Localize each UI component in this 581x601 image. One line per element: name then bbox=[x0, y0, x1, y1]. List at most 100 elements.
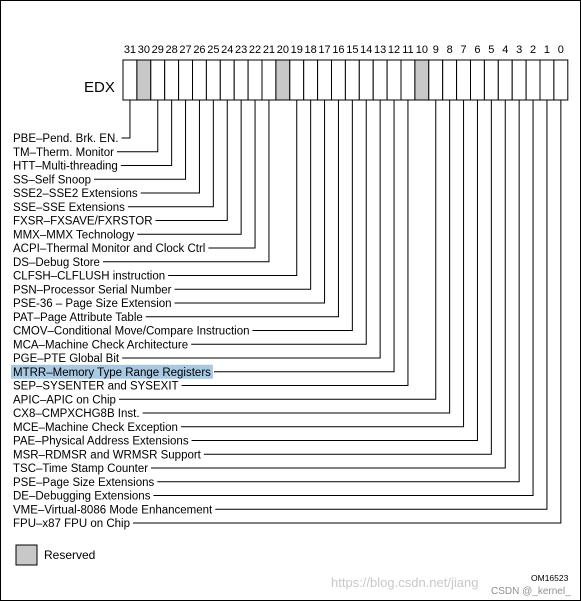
feature-label: DE–Debugging Extensions bbox=[13, 491, 151, 503]
bit-cell bbox=[358, 59, 374, 101]
feature-row: VME–Virtual-8086 Mode Enhancement bbox=[13, 100, 548, 516]
feature-row: SS–Self Snoop bbox=[13, 100, 187, 186]
bit-cell bbox=[511, 59, 527, 101]
feature-row: MCE–Machine Check Exception bbox=[13, 100, 465, 434]
bit-number: 20 bbox=[277, 44, 289, 56]
feature-label: SSE2–SSE2 Extensions bbox=[13, 188, 138, 200]
bit-cell bbox=[525, 59, 541, 101]
leader-line bbox=[213, 100, 395, 373]
register-bit-cells bbox=[122, 59, 569, 101]
figure-code: OM16523 bbox=[531, 573, 569, 583]
leader-line bbox=[157, 100, 520, 483]
leader-line bbox=[252, 100, 353, 331]
bit-number: 0 bbox=[558, 44, 564, 56]
feature-row: TSC–Time Stamp Counter bbox=[13, 100, 506, 475]
feature-row: MSR–RDMSR and WRMSR Support bbox=[13, 100, 492, 461]
feature-row: FPU–x87 FPU on Chip bbox=[13, 100, 562, 530]
leader-line bbox=[127, 100, 214, 208]
leader-line bbox=[137, 100, 242, 235]
bit-cell bbox=[219, 59, 235, 101]
feature-row: MMX–MMX Technology bbox=[13, 100, 242, 241]
watermark-credit: CSDN @_kernel_ bbox=[491, 586, 571, 597]
bit-number: 25 bbox=[207, 44, 219, 56]
bit-cell bbox=[261, 59, 277, 101]
bit-cell bbox=[122, 59, 138, 101]
bit-number: 30 bbox=[138, 44, 150, 56]
feature-row: PSE-36 – Page Size Extension bbox=[13, 100, 326, 310]
bit-number: 7 bbox=[460, 44, 466, 56]
feature-row: PGE–PTE Global Bit bbox=[13, 100, 381, 365]
bit-cell bbox=[192, 59, 207, 101]
bit-number: 8 bbox=[447, 44, 453, 56]
leader-line bbox=[153, 100, 534, 496]
feature-row: PAE–Physical Address Extensions bbox=[13, 100, 478, 448]
feature-label: PGE–PTE Global Bit bbox=[13, 353, 120, 365]
feature-label: SEP–SYSENTER and SYSEXIT bbox=[13, 381, 179, 393]
feature-label: FXSR–FXSAVE/FXRSTOR bbox=[13, 216, 153, 228]
feature-row: SSE–SSE Extensions bbox=[13, 100, 214, 214]
feature-row: CMOV–Conditional Move/Compare Instructio… bbox=[13, 100, 353, 338]
bit-number: 23 bbox=[235, 44, 247, 56]
bit-number: 14 bbox=[360, 44, 372, 56]
bit-number: 17 bbox=[318, 44, 330, 56]
feature-label: PSE–Page Size Extensions bbox=[13, 477, 155, 489]
legend-reserved-swatch bbox=[15, 544, 38, 566]
feature-row: APIC–APIC on Chip bbox=[13, 100, 437, 406]
bit-number: 24 bbox=[221, 44, 233, 56]
feature-label: CLFSH–CLFLUSH instruction bbox=[13, 271, 165, 283]
feature-label: PAT–Page Attribute Table bbox=[13, 312, 143, 324]
bit-number: 3 bbox=[516, 44, 522, 56]
bit-cell bbox=[400, 59, 416, 101]
bit-number: 1 bbox=[544, 44, 550, 56]
leader-line bbox=[203, 100, 492, 455]
feature-row: PBE–Pend. Brk. EN. bbox=[13, 100, 131, 145]
feature-label: MSR–RDMSR and WRMSR Support bbox=[13, 449, 202, 461]
feature-label: TSC–Time Stamp Counter bbox=[13, 463, 148, 475]
bit-number: 13 bbox=[374, 44, 386, 56]
bit-cell bbox=[456, 59, 472, 101]
bit-number: 4 bbox=[502, 44, 508, 56]
bit-number: 19 bbox=[291, 44, 303, 56]
bit-number: 22 bbox=[249, 44, 261, 56]
leader-line bbox=[181, 100, 409, 386]
bit-cell bbox=[483, 59, 499, 101]
leader-line bbox=[191, 100, 367, 345]
bit-number: 18 bbox=[305, 44, 317, 56]
feature-label: MCA–Machine Check Architecture bbox=[13, 339, 188, 351]
leader-line bbox=[174, 100, 312, 290]
feature-row: SSE2–SSE2 Extensions bbox=[13, 100, 200, 200]
feature-row: HTT–Multi-threading bbox=[13, 100, 173, 173]
feature-row: MCA–Machine Check Architecture bbox=[13, 100, 367, 351]
bit-number: 29 bbox=[152, 44, 164, 56]
feature-label: HTT–Multi-threading bbox=[13, 161, 118, 173]
leader-line bbox=[116, 100, 159, 153]
feature-row: PAT–Page Attribute Table bbox=[13, 100, 339, 324]
feature-highlight bbox=[11, 364, 213, 379]
feature-row: PSE–Page Size Extensions bbox=[13, 100, 520, 489]
bit-number: 9 bbox=[433, 44, 439, 56]
leader-line bbox=[102, 100, 270, 263]
feature-label: VME–Virtual-8086 Mode Enhancement bbox=[13, 504, 213, 516]
feature-label: MCE–Machine Check Exception bbox=[13, 422, 178, 434]
feature-label: APIC–APIC on Chip bbox=[13, 394, 116, 406]
bit-number: 27 bbox=[179, 44, 191, 56]
feature-label: DS–Debug Store bbox=[13, 257, 100, 269]
bit-cell bbox=[247, 59, 263, 101]
bit-cell bbox=[205, 59, 221, 101]
feature-row: MTRR–Memory Type Range Registers bbox=[11, 100, 395, 379]
leader-line bbox=[121, 100, 131, 139]
bit-cell bbox=[386, 59, 402, 101]
reserved-bit-cell bbox=[136, 59, 152, 101]
feature-label: PSN–Processor Serial Number bbox=[13, 284, 172, 296]
bit-cell bbox=[442, 59, 458, 101]
bit-number: 6 bbox=[474, 44, 480, 56]
bit-number: 5 bbox=[488, 44, 494, 56]
feature-label: FPU–x87 FPU on Chip bbox=[13, 518, 130, 530]
bit-cell bbox=[470, 59, 485, 101]
legend-reserved-label: Reserved bbox=[44, 548, 95, 562]
reserved-bit-cell bbox=[275, 59, 291, 101]
feature-row: FXSR–FXSAVE/FXRSTOR bbox=[13, 100, 228, 228]
feature-label: PAE–Physical Address Extensions bbox=[13, 436, 189, 448]
bit-number: 26 bbox=[193, 44, 205, 56]
